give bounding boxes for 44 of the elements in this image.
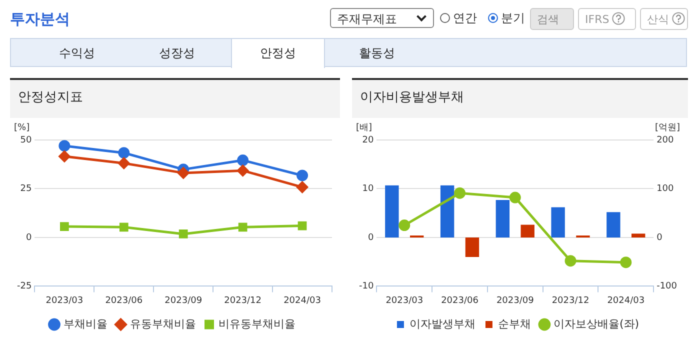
text: IFRS [578, 8, 636, 30]
x-tick-label: 2023/03 [46, 296, 84, 306]
chart-title: 이자비용발생부채 [352, 80, 688, 118]
text: 투자분석 [10, 10, 70, 29]
y2-tick-label: 100 [656, 184, 674, 194]
y-tick-label: 25 [20, 184, 32, 194]
legend-label: 유동부채비율 [130, 317, 196, 330]
y-tick-label: 0 [26, 232, 32, 243]
x-tick-label: 2023/03 [386, 296, 424, 306]
y-axis-title: [%] [14, 122, 30, 133]
text: 산식 [640, 8, 688, 30]
x-tick-label: 2023/06 [441, 296, 479, 306]
text: 안정성 [231, 38, 325, 68]
x-tick-label: 2023/12 [224, 296, 262, 306]
legend-label: 비유동부채비율 [218, 317, 296, 330]
legend-label: 이자발생부채 [409, 317, 476, 330]
text: 연간 [452, 10, 477, 27]
y2-axis-title: [억원] [654, 122, 680, 133]
text: 수익성 [58, 45, 96, 62]
y2-tick-label: 0 [656, 232, 663, 243]
x-tick-label: 2024/03 [607, 296, 645, 306]
legend-label: 이자보상배율(좌) [553, 317, 640, 330]
y-tick-label: -10 [358, 282, 374, 292]
y2-tick-label: 200 [656, 135, 674, 146]
y-tick-label: 0 [368, 232, 374, 243]
legend-label: 순부채 [498, 317, 531, 330]
y-tick-label: 10 [362, 184, 374, 194]
y-tick-label: 20 [362, 135, 374, 146]
y-axis-title: [배] [356, 122, 372, 133]
x-tick-label: 2023/06 [105, 296, 143, 306]
x-tick-label: 2024/03 [284, 296, 321, 306]
text: 주재무제표 [330, 8, 434, 28]
x-tick-label: 2023/12 [552, 296, 590, 306]
x-tick-label: 2023/09 [164, 296, 202, 306]
y2-tick-label: -100 [656, 282, 678, 292]
text: 검색 [530, 8, 574, 30]
text: 활동성 [358, 45, 396, 62]
chart-title: 안정성지표 [10, 80, 340, 118]
x-tick-label: 2023/09 [496, 296, 534, 306]
legend-label: 부채비율 [63, 317, 108, 330]
text: 분기 [500, 10, 525, 27]
y-tick-label: -25 [16, 282, 32, 292]
text: 성장성 [158, 45, 196, 62]
y-tick-label: 50 [20, 135, 32, 146]
